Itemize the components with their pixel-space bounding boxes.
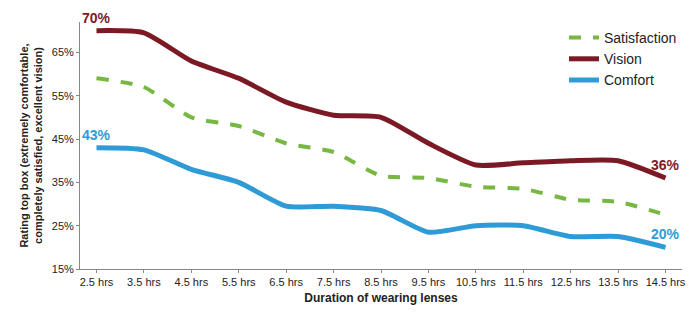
svg-text:2.5 hrs: 2.5 hrs xyxy=(80,276,114,288)
svg-text:Vision: Vision xyxy=(604,51,642,67)
svg-text:6.5 hrs: 6.5 hrs xyxy=(269,276,303,288)
svg-text:3.5 hrs: 3.5 hrs xyxy=(127,276,161,288)
svg-text:25%: 25% xyxy=(52,220,74,232)
svg-text:45%: 45% xyxy=(52,133,74,145)
svg-text:70%: 70% xyxy=(82,10,111,26)
svg-text:20%: 20% xyxy=(651,226,680,242)
svg-text:4.5 hrs: 4.5 hrs xyxy=(175,276,209,288)
svg-text:8.5 hrs: 8.5 hrs xyxy=(364,276,398,288)
svg-text:5.5 hrs: 5.5 hrs xyxy=(222,276,256,288)
svg-text:43%: 43% xyxy=(82,127,111,143)
svg-text:14.5 hrs: 14.5 hrs xyxy=(646,276,686,288)
svg-text:Satisfaction: Satisfaction xyxy=(604,30,676,46)
svg-text:36%: 36% xyxy=(651,157,680,173)
svg-text:65%: 65% xyxy=(52,46,74,58)
svg-text:7.5 hrs: 7.5 hrs xyxy=(317,276,351,288)
svg-text:13.5 hrs: 13.5 hrs xyxy=(598,276,638,288)
svg-text:35%: 35% xyxy=(52,176,74,188)
svg-text:Rating top box (extremely comf: Rating top box (extremely comfortable,co… xyxy=(18,43,44,247)
svg-text:11.5 hrs: 11.5 hrs xyxy=(504,276,543,288)
svg-text:Comfort: Comfort xyxy=(604,72,654,88)
svg-text:55%: 55% xyxy=(52,90,74,102)
svg-text:Duration of wearing lenses: Duration of wearing lenses xyxy=(304,291,458,305)
svg-text:10.5 hrs: 10.5 hrs xyxy=(456,276,496,288)
svg-text:9.5 hrs: 9.5 hrs xyxy=(412,276,446,288)
svg-text:12.5 hrs: 12.5 hrs xyxy=(551,276,591,288)
svg-text:15%: 15% xyxy=(52,263,74,275)
